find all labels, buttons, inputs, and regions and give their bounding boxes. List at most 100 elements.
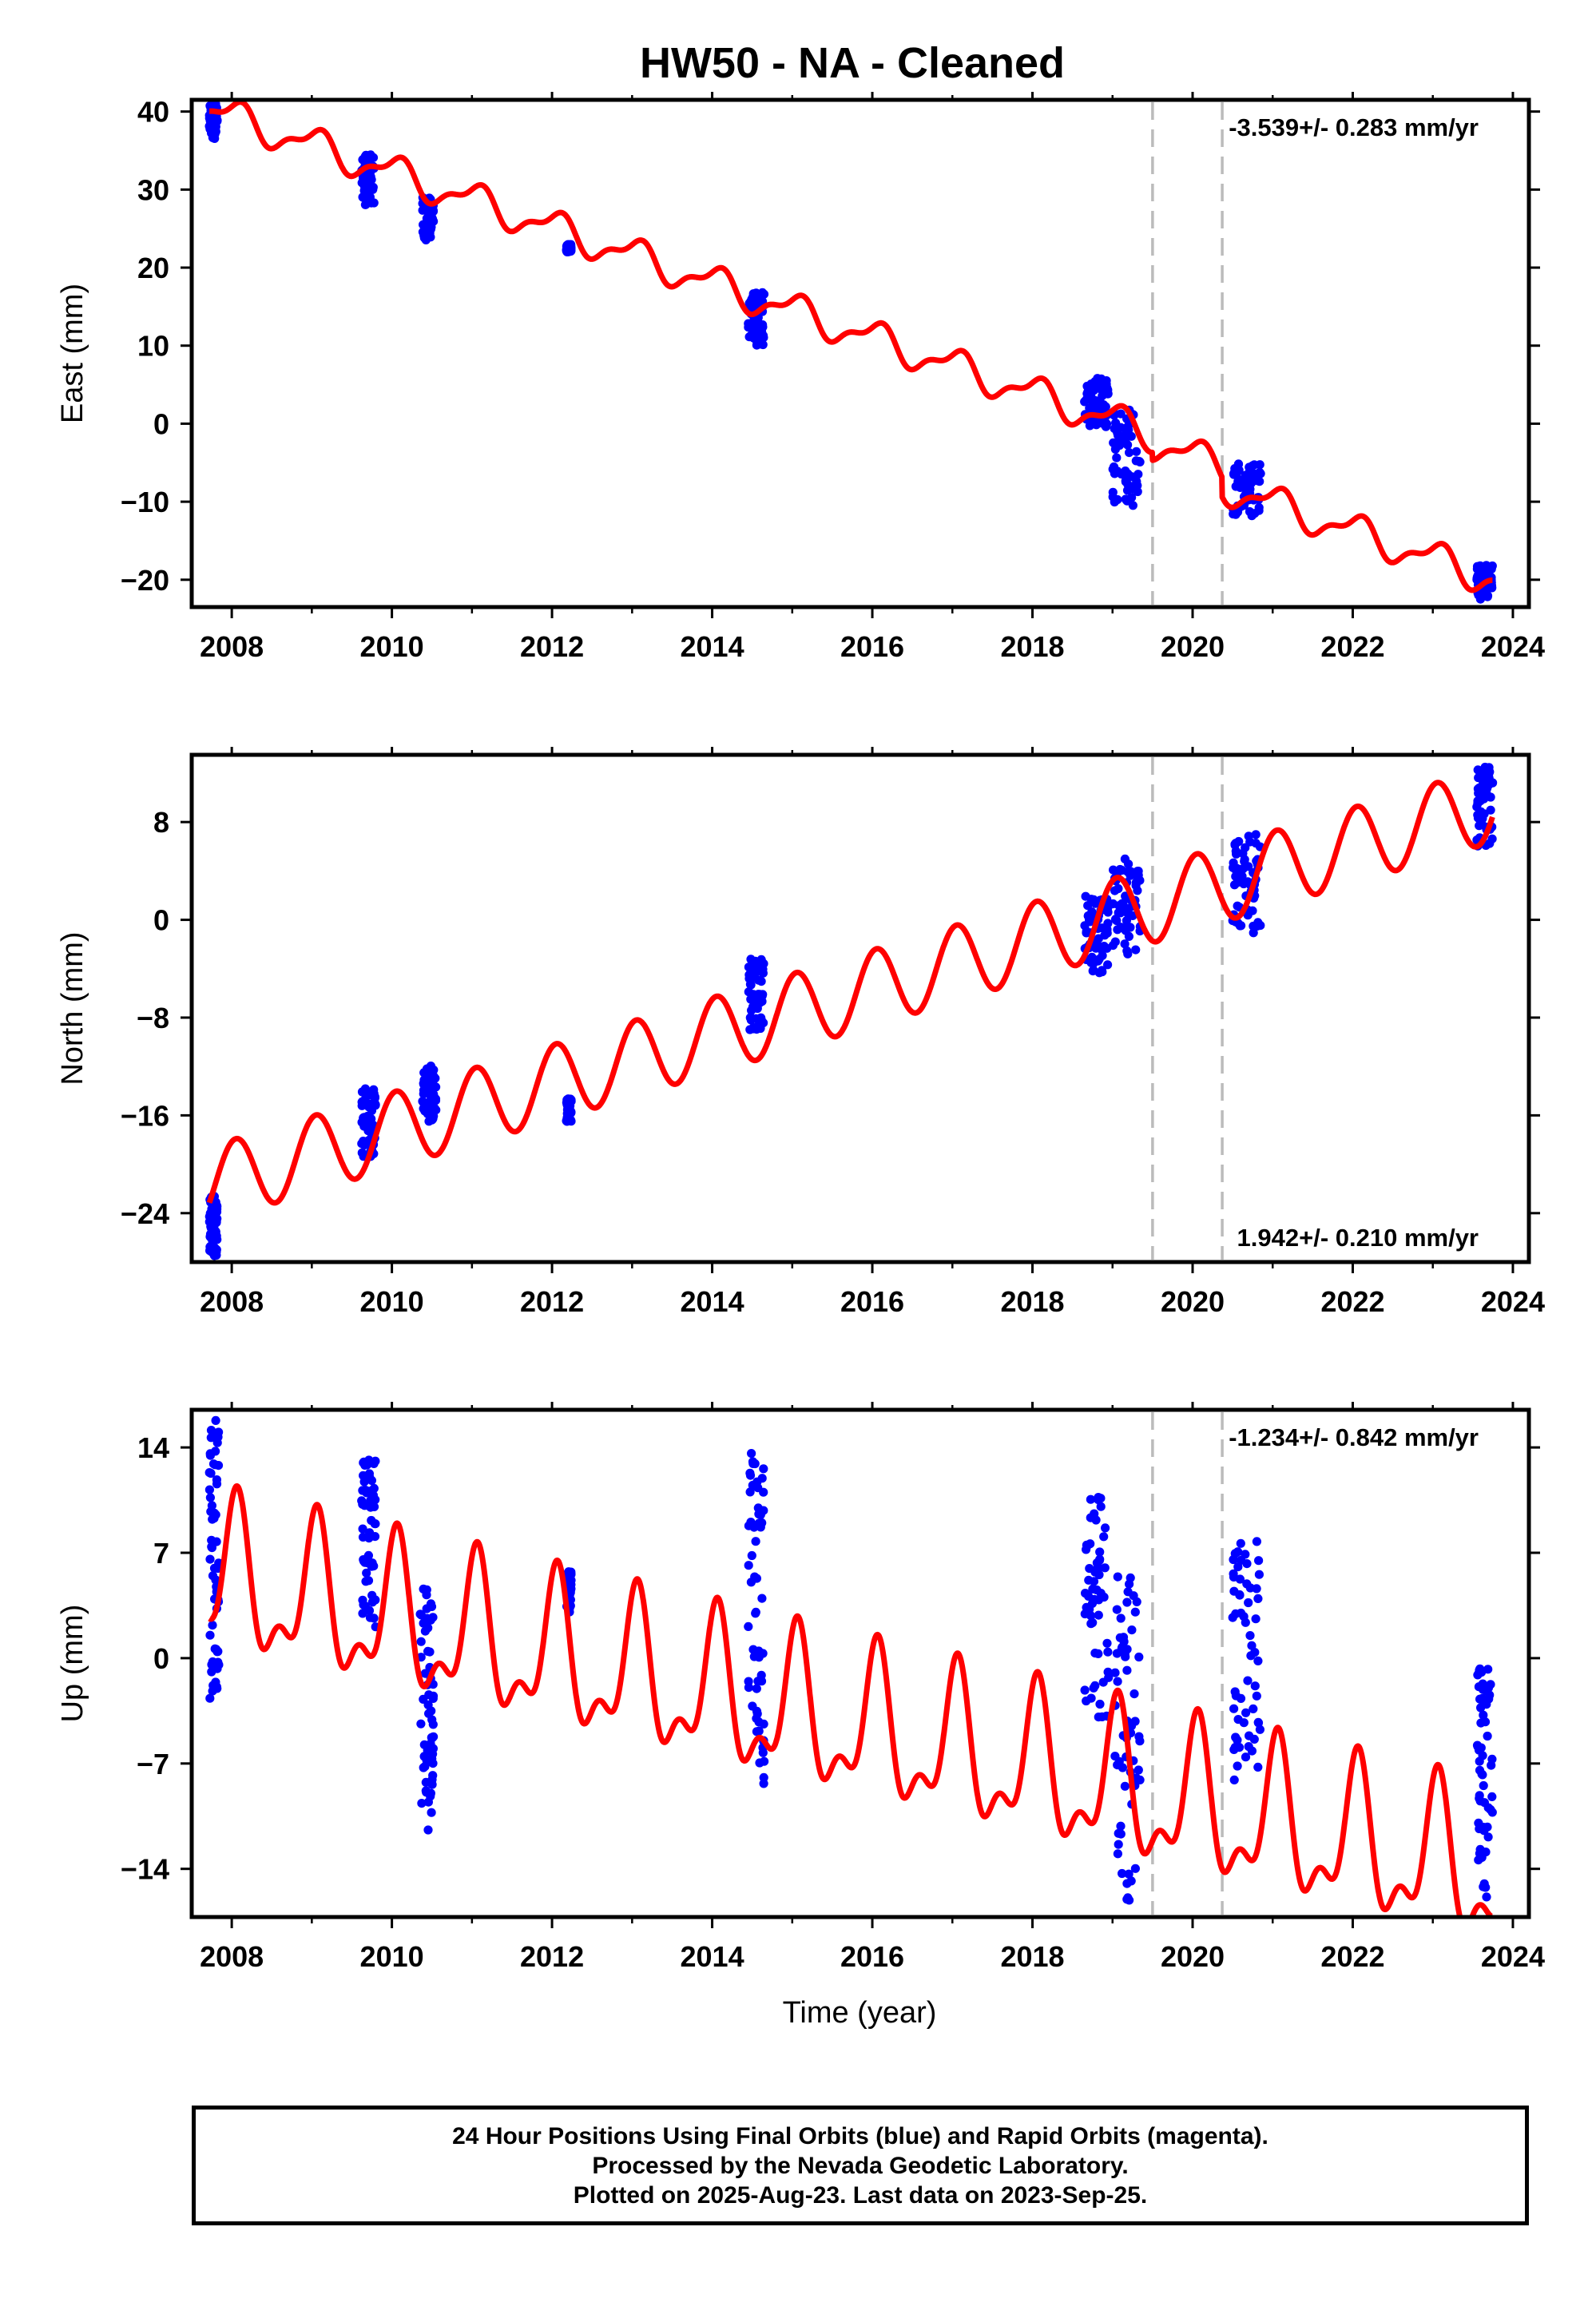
data-point [1116,1821,1126,1831]
data-point [1094,1493,1103,1502]
data-point [1122,1665,1132,1675]
data-point [1086,1619,1096,1629]
data-point [1108,899,1118,909]
data-point [1135,457,1145,467]
data-point [1250,1648,1260,1657]
data-point [1114,908,1123,918]
data-point [1113,1849,1122,1859]
data-point [1251,1614,1261,1624]
data-point [1130,1689,1139,1699]
data-point [205,1554,215,1564]
data-point [1121,466,1130,476]
data-point [1231,510,1241,519]
data-point [754,1646,764,1656]
data-point [359,1555,368,1565]
data-point [1112,453,1122,462]
data-point [1130,1607,1140,1617]
data-point [210,1243,220,1252]
data-point [428,1691,439,1701]
data-point [1094,1610,1103,1620]
data-point [367,1486,376,1496]
data-point [1087,952,1097,962]
data-point [1082,1545,1091,1554]
data-point [431,1096,441,1105]
data-point [1127,1625,1137,1635]
data-point [1081,1589,1090,1598]
data-point [363,195,374,204]
data-point [1479,1780,1488,1791]
data-point [1114,1840,1123,1849]
data-point [1479,1710,1488,1720]
data-point [1134,1652,1144,1662]
footer-note: 24 Hour Positions Using Final Orbits (bl… [192,2106,1529,2225]
rate-label: 1.942+/- 0.210 mm/yr [1237,1224,1479,1252]
data-point [1089,1577,1099,1586]
data-point [1116,1613,1126,1623]
footer-line-2: Processed by the Nevada Geodetic Laborat… [592,2152,1129,2179]
data-point [1128,501,1137,510]
data-point [1118,899,1128,908]
data-point [1120,854,1130,863]
data-point [755,965,764,974]
data-point [1478,572,1487,581]
data-point [1230,1743,1240,1752]
data-point [744,1621,753,1631]
data-point [1098,967,1107,977]
data-point [1249,921,1258,931]
data-point [1110,1668,1120,1677]
data-point [212,1664,222,1673]
data-point [1082,395,1092,404]
data-point [1482,788,1491,798]
data-point [1133,1765,1143,1775]
data-point [416,1610,427,1620]
data-point [1473,765,1483,775]
data-point [1486,1804,1495,1815]
x-tick-label: 2012 [520,630,584,663]
data-point [1480,1717,1491,1727]
data-point [1130,1864,1140,1873]
data-point [366,1502,375,1512]
data-point [759,1772,768,1782]
data-point [419,1752,429,1761]
data-point [416,1637,426,1646]
y-axis-label: East (mm) [56,284,89,423]
data-point [745,979,756,989]
data-point [211,1415,220,1425]
data-point [1130,870,1139,879]
data-point [1086,1494,1095,1504]
data-point [1233,477,1243,486]
data-point [1233,1547,1243,1557]
data-point [745,1487,755,1497]
y-tick-label: −24 [121,1197,169,1230]
data-points [204,1415,1497,1905]
data-point [1245,484,1255,494]
data-point [1120,939,1130,949]
data-point [422,1590,431,1600]
data-point [1095,1699,1105,1709]
x-tick-label: 2018 [1000,630,1064,663]
data-point [212,1682,221,1692]
model-curve [207,1482,1495,1917]
data-point [1121,494,1130,504]
data-point [1483,1665,1493,1674]
data-point [358,1499,367,1509]
panel-up: 2008 2010 2012 2014 2016 2018 2020 2022 2024 −14 −… [56,1402,1545,2030]
data-point [752,1477,762,1486]
data-point [1089,966,1098,975]
data-point [1120,1781,1130,1791]
y-tick-label: 20 [137,252,169,284]
data-point [1098,1677,1108,1687]
data-point [754,298,764,308]
data-point [748,1457,758,1467]
data-point [425,223,435,232]
data-point [359,1119,368,1129]
data-point [1081,891,1090,901]
data-point [1478,1770,1487,1780]
data-point [1473,784,1483,794]
data-point [368,185,378,194]
data-point [208,1234,218,1244]
data-point [1249,1704,1258,1713]
y-tick-label: 10 [137,330,169,363]
data-point [759,1487,768,1497]
data-point [428,1771,438,1780]
